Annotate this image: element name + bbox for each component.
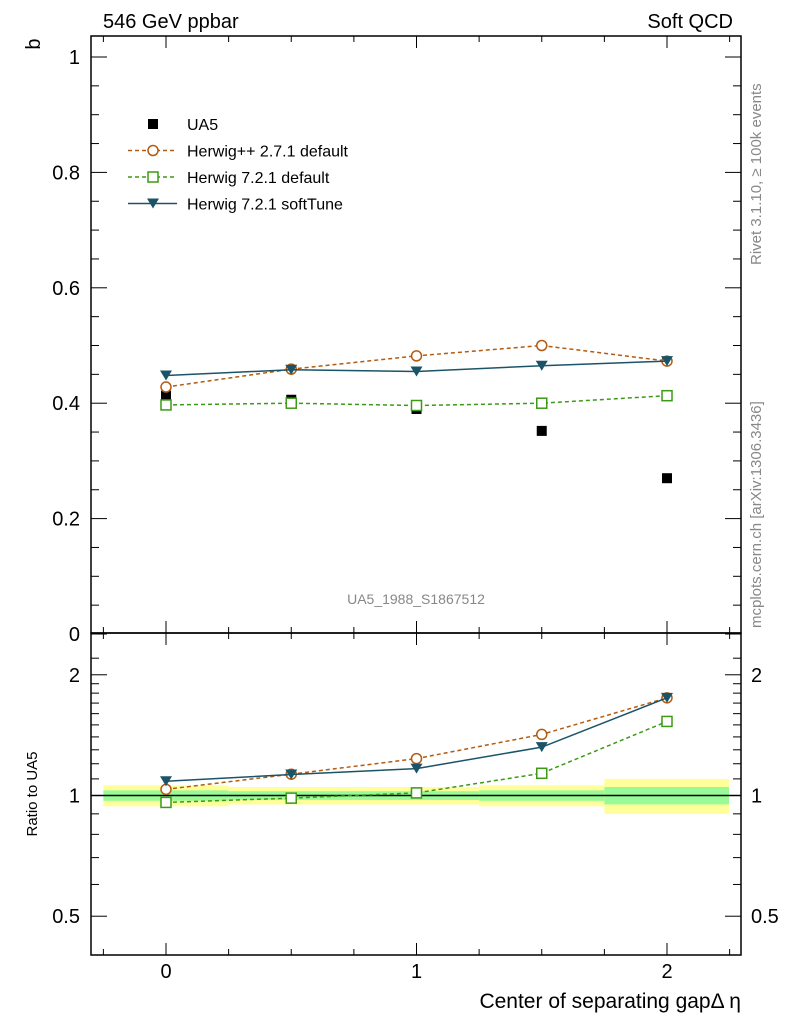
main-series-3-point xyxy=(285,364,298,375)
main-series-0-point xyxy=(161,390,171,401)
main-series-2-point xyxy=(536,397,548,409)
ratio-series-group xyxy=(160,692,673,809)
main-series-3-point xyxy=(535,360,548,371)
legend-entry: Herwig 7.2.1 default xyxy=(187,170,330,187)
main-series-3-point xyxy=(661,356,673,367)
ratio-series-1-point xyxy=(410,787,423,799)
ratio-series-1-point xyxy=(160,796,172,809)
y-tick-label: 0.2 xyxy=(52,509,80,531)
legend-entry: UA5 xyxy=(187,117,218,134)
main-series-group xyxy=(160,339,673,484)
ratio-panel: 0.5 0.5 1 1 2 2 0 1 2 Ratio to UA5 Center of se… xyxy=(24,632,779,1013)
header-left-title: 546 GeV ppbar xyxy=(103,11,239,33)
ratio-series-2-point xyxy=(285,769,298,780)
legend-marker xyxy=(147,144,159,157)
mcplots-label: mcplots.cern.ch [arXiv:1306.3436] xyxy=(748,401,765,628)
ratio-y-tick-label-right: 2 xyxy=(751,665,762,687)
main-panel: 0 0.2 0.4 0.6 0.8 1 b UA5_1988_S1867512 xyxy=(23,35,742,646)
y-tick-label: 1 xyxy=(69,47,80,69)
x-tick-label: 1 xyxy=(411,961,422,983)
ratio-y-tick-label-left: 0.5 xyxy=(52,906,80,928)
ratio-series-2-point xyxy=(160,776,172,787)
ratio-series-2-point xyxy=(661,692,673,703)
ratio-y-tick-label-left: 1 xyxy=(69,786,80,808)
main-y-tick-labels: 0 0.2 0.4 0.6 0.8 1 xyxy=(52,47,80,646)
ratio-series-2-point xyxy=(410,763,423,774)
main-series-1-point xyxy=(160,381,172,393)
ratio-series-1-point xyxy=(536,767,548,780)
ratio-series-2-point xyxy=(535,742,548,753)
main-series-1-point xyxy=(410,350,423,362)
ratio-series-0-point xyxy=(410,752,423,765)
main-series-2-point xyxy=(285,397,297,409)
y-tick-label: 0.4 xyxy=(52,393,80,415)
ratio-y-tick-label-left: 2 xyxy=(69,665,80,687)
legend-marker xyxy=(147,171,159,183)
ratio-y-axis-label: Ratio to UA5 xyxy=(24,751,41,836)
y-tick-label: 0.6 xyxy=(52,278,80,300)
legend-marker xyxy=(148,119,158,129)
x-tick-label: 2 xyxy=(661,961,672,983)
main-series-2-point xyxy=(661,389,673,402)
ratio-y-tick-label-right: 0.5 xyxy=(751,906,779,928)
main-y-axis-label: b xyxy=(23,38,45,49)
legend: UA5 Herwig++ 2.7.1 default Herwig 7.2.1 de… xyxy=(128,117,349,214)
y-tick-label: 0.8 xyxy=(52,162,80,184)
ratio-series-1-point xyxy=(285,792,297,804)
rivet-label: Rivet 3.1.10, ≥ 100k events xyxy=(748,83,765,265)
ratio-ticks xyxy=(91,633,741,955)
main-series-0-point xyxy=(662,473,672,484)
main-series-1-point xyxy=(536,339,548,352)
legend-marker xyxy=(147,198,159,209)
ratio-frame xyxy=(90,632,742,956)
main-ticks xyxy=(91,36,741,635)
ratio-series-1-line xyxy=(165,720,668,804)
main-series-3-point xyxy=(410,366,423,377)
ratio-series-1-point xyxy=(661,715,673,728)
y-tick-label: 0 xyxy=(69,624,80,646)
main-series-2-point xyxy=(410,399,423,412)
legend-entry: Herwig++ 2.7.1 default xyxy=(187,144,349,161)
ratio-y-tick-labels: 0.5 0.5 1 1 2 2 xyxy=(52,665,779,928)
legend-entry: Herwig 7.2.1 softTune xyxy=(187,197,343,214)
x-tick-labels: 0 1 2 xyxy=(160,961,672,983)
ratio-series-0-point xyxy=(536,728,548,741)
x-axis-label: Center of separating gapΔ η xyxy=(479,990,741,1013)
ratio-series-0-line xyxy=(165,697,668,791)
main-series-3-point xyxy=(160,370,172,381)
header-right-title: Soft QCD xyxy=(647,11,733,33)
x-tick-label: 0 xyxy=(160,961,171,983)
main-series-0-point xyxy=(536,425,547,436)
ratio-y-tick-label-right: 1 xyxy=(751,786,762,808)
main-series-2-point xyxy=(160,399,172,411)
analysis-id-label: UA5_1988_S1867512 xyxy=(347,591,485,607)
